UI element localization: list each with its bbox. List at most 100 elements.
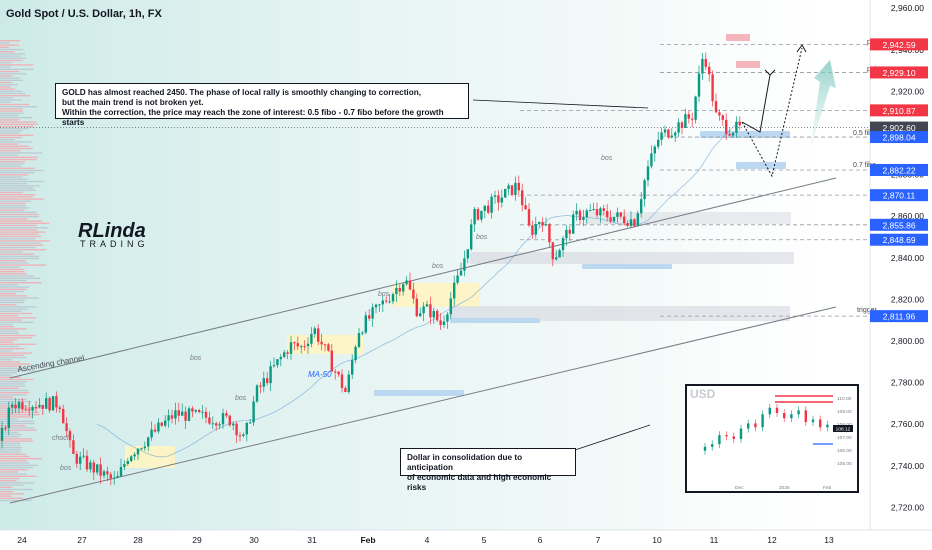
volume-profile-bar: [0, 253, 35, 255]
candle-body: [187, 408, 191, 421]
candle-body: [259, 385, 262, 387]
volume-profile-bar: [0, 268, 24, 271]
candle-body: [721, 115, 724, 120]
time-tick-label: 31: [307, 535, 317, 545]
volume-profile-bar: [0, 429, 37, 431]
inset-candle-body: [775, 407, 779, 413]
volume-profile-bar: [0, 282, 42, 284]
candle-body: [391, 294, 395, 302]
candle-body: [626, 223, 629, 227]
volume-profile-bar: [0, 416, 33, 418]
inset-plot: 110.00109.00108.00107.00106.00105.00Dec2…: [703, 395, 853, 491]
price-badge-label: 2,929.10: [882, 68, 915, 78]
volume-profile-bar: [0, 81, 13, 84]
volume-profile-bar: [0, 185, 40, 187]
time-tick-label: 27: [77, 535, 87, 545]
inset-title: USD: [690, 387, 716, 401]
volume-profile-bar: [0, 123, 39, 125]
candle-body: [453, 282, 456, 299]
volume-profile-bar: [0, 251, 23, 253]
price-badge: [870, 38, 928, 51]
volume-profile-bar: [0, 315, 18, 317]
candle-body: [674, 132, 677, 136]
candle-body: [398, 287, 401, 292]
candle-body: [68, 431, 72, 441]
price-badge-label: 2,848.69: [882, 235, 915, 245]
bos-label: bos: [601, 155, 613, 162]
volume-profile-bar: [0, 231, 46, 233]
candle-body: [425, 304, 429, 307]
volume-profile-bar: [0, 44, 19, 46]
volume-profile-bar: [0, 301, 25, 304]
candle-body: [4, 427, 7, 429]
candle-body: [109, 474, 112, 479]
volume-profile-bar: [0, 167, 35, 169]
inset-candle-body: [819, 419, 822, 428]
volume-profile-bar: [0, 150, 21, 152]
volume-profile-bar: [0, 277, 41, 279]
volume-profile-bar: [0, 433, 22, 436]
candle-body: [500, 197, 503, 203]
volume-profile-bar: [0, 227, 49, 229]
candle-body: [72, 440, 75, 454]
bos-label: bos: [476, 234, 488, 241]
candle-body: [731, 132, 735, 136]
candle-body: [58, 407, 61, 409]
candle-body: [442, 321, 446, 325]
volume-profile-bar: [0, 220, 43, 222]
volume-profile-bar: [0, 62, 12, 64]
candle-body: [633, 219, 636, 226]
volume-profile-bar: [0, 365, 23, 367]
volume-profile-bar: [0, 183, 27, 185]
volume-profile-bar: [0, 488, 33, 491]
time-tick-label: 10: [652, 535, 662, 545]
candle-body: [323, 344, 327, 346]
volume-profile-bar: [0, 55, 21, 57]
candle-body: [708, 66, 711, 75]
candle-body: [89, 462, 92, 470]
fibo-05-zone: [700, 131, 790, 138]
inset-price-badge-label: 108.12: [836, 427, 851, 433]
volume-profile-bar: [0, 198, 44, 200]
candle-body: [548, 224, 551, 243]
candle-body: [405, 280, 408, 285]
candle-body: [130, 456, 133, 461]
volume-profile-bar: [0, 326, 15, 328]
growth-arrow: [810, 60, 836, 150]
volume-profile-bar: [0, 293, 17, 295]
price-tick-label: 2,960.00: [891, 3, 924, 13]
candle-body: [24, 409, 27, 411]
inset-candle-body: [804, 410, 807, 423]
volume-profile-bar: [0, 306, 37, 308]
usd-inset-chart: USD 110.00109.00108.00107.00106.00105.00…: [685, 384, 859, 493]
volume-profile-bar: [0, 216, 39, 218]
candle-body: [490, 196, 493, 213]
volume-profile-bar: [0, 224, 37, 227]
candle-body: [82, 455, 85, 457]
volume-profile-bar: [0, 106, 37, 108]
inset-candle-body: [826, 424, 829, 428]
volume-profile-bar: [0, 334, 36, 337]
candle-body: [79, 456, 82, 464]
inset-y-label: 107.00: [837, 435, 852, 441]
volume-profile-bar: [0, 385, 26, 387]
candle-body: [157, 422, 160, 432]
candle-body: [534, 224, 537, 235]
volume-profile-bar: [0, 396, 14, 398]
volume-profile-bar: [0, 90, 22, 92]
candle-body: [198, 409, 201, 413]
inset-candle-body: [718, 435, 721, 445]
candle-body: [592, 209, 595, 211]
volume-profile-bar: [0, 376, 21, 378]
volume-profile-bar: [0, 117, 33, 119]
candle-body: [116, 476, 119, 478]
volume-profile-bar: [0, 409, 21, 411]
candle-body: [242, 434, 245, 437]
candle-body: [85, 455, 89, 470]
volume-profile-bar: [0, 345, 19, 348]
volume-profile-bar: [0, 438, 32, 440]
candle-body: [728, 133, 731, 136]
candle-body: [96, 464, 99, 473]
inset-candle-body: [811, 419, 815, 423]
inset-candle-body: [754, 423, 757, 428]
